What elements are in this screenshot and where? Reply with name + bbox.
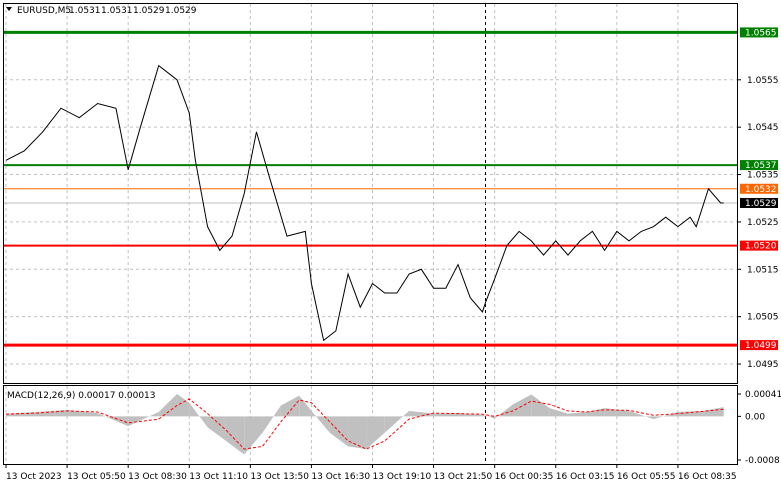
price-pane-frame bbox=[3, 3, 738, 384]
price-axis-ticks: 1.0555 1.0545 1.0535 1.0525 1.0515 1.0505 1.04… bbox=[737, 76, 779, 370]
level-label: 1.0499 bbox=[745, 341, 777, 351]
price-tick-label: 1.0525 bbox=[747, 218, 779, 228]
macd-title: MACD(12,26,9) 0.00017 0.00013 bbox=[7, 391, 156, 401]
time-tick-label: 13 Oct 2023 bbox=[6, 472, 62, 482]
time-tick-label: 13 Oct 19:10 bbox=[373, 472, 432, 482]
current-price-box bbox=[740, 197, 778, 208]
menu-triangle-icon[interactable] bbox=[6, 7, 12, 11]
symbol-label: EURUSD,M5 bbox=[17, 6, 71, 16]
level-label-box bbox=[740, 340, 778, 351]
level-label-box bbox=[740, 27, 778, 38]
macd-tick-label: 0.00041 bbox=[745, 390, 781, 400]
price-tick-label: 1.0555 bbox=[747, 76, 779, 86]
macd-histogram-bar bbox=[512, 394, 532, 417]
macd-histogram-bar bbox=[177, 394, 190, 417]
macd-histogram-bar bbox=[549, 408, 568, 417]
level-label: 1.0532 bbox=[745, 185, 777, 195]
macd-histogram-bar bbox=[280, 395, 300, 417]
time-tick-label: 16 Oct 00:35 bbox=[495, 472, 554, 482]
macd-histogram-bar bbox=[262, 405, 281, 433]
ohlc-high: 1.0531 bbox=[101, 6, 133, 16]
ohlc-open: 1.0531 bbox=[69, 6, 101, 16]
time-tick-label: 16 Oct 03:15 bbox=[556, 472, 615, 482]
time-axis-ticks: 13 Oct 2023 13 Oct 05:50 13 Oct 08:30 13 Oc… bbox=[5, 464, 737, 482]
price-levels bbox=[4, 30, 737, 347]
macd-histogram-bar bbox=[482, 414, 495, 419]
macd-histogram-bar bbox=[567, 412, 587, 417]
macd-histogram-bar bbox=[531, 394, 550, 417]
price-tick-label: 1.0545 bbox=[747, 123, 779, 133]
time-tick-label: 13 Oct 16:30 bbox=[311, 472, 370, 482]
time-tick-label: 13 Oct 11:10 bbox=[189, 472, 248, 482]
macd-histogram-bar bbox=[189, 402, 208, 428]
time-tick-label: 13 Oct 08:30 bbox=[128, 472, 187, 482]
level-label-box bbox=[740, 160, 778, 171]
macd-tick-label: 0.00 bbox=[745, 412, 765, 422]
macd-histogram-bar bbox=[384, 410, 410, 433]
level-label-box bbox=[740, 183, 778, 194]
macd-histogram-bar bbox=[348, 416, 367, 450]
macd-series bbox=[5, 394, 724, 455]
macd-histogram-bar bbox=[244, 416, 263, 455]
level-label: 1.0537 bbox=[745, 161, 777, 171]
time-tick-label: 13 Oct 13:50 bbox=[250, 472, 309, 482]
macd-histogram-bar bbox=[586, 408, 605, 417]
level-label: 1.0520 bbox=[745, 242, 777, 252]
ohlc-close: 1.0529 bbox=[165, 6, 197, 16]
time-tick-label: 16 Oct 05:55 bbox=[617, 472, 676, 482]
price-tick-label: 1.0515 bbox=[747, 265, 779, 275]
price-grid bbox=[4, 4, 737, 464]
macd-histogram-bar bbox=[629, 410, 654, 420]
macd-histogram-bar bbox=[366, 416, 385, 450]
price-series bbox=[5, 64, 724, 342]
ohlc-low: 1.0529 bbox=[133, 6, 165, 16]
current-price-label: 1.0529 bbox=[745, 199, 777, 209]
macd-histogram-bar bbox=[97, 413, 129, 427]
price-tick-label: 1.0535 bbox=[747, 171, 779, 181]
macd-histogram-bar bbox=[494, 404, 513, 419]
macd-signal-line bbox=[5, 398, 724, 450]
macd-histogram-bar bbox=[67, 409, 98, 417]
time-tick-label: 16 Oct 08:35 bbox=[678, 472, 737, 482]
macd-axis-ticks: 0.00041 0.00 -0.0008 bbox=[737, 390, 781, 466]
level-labels: 1.0565 1.0537 1.0532 1.0520 1.0499 1.0529 bbox=[740, 27, 778, 351]
price-tick-label: 1.0495 bbox=[747, 360, 779, 370]
macd-histogram-bar bbox=[207, 416, 226, 441]
price-line bbox=[5, 64, 724, 342]
macd-histogram-bar bbox=[128, 412, 159, 427]
price-tick-label: 1.0505 bbox=[747, 313, 779, 323]
level-label: 1.0565 bbox=[745, 28, 777, 38]
macd-histogram-bar bbox=[36, 409, 68, 417]
level-label-box bbox=[740, 240, 778, 251]
time-tick-label: 13 Oct 21:50 bbox=[434, 472, 493, 482]
macd-histogram-bar bbox=[158, 394, 178, 417]
macd-tick-label: -0.0008 bbox=[745, 456, 780, 466]
time-tick-label: 13 Oct 05:50 bbox=[67, 472, 126, 482]
